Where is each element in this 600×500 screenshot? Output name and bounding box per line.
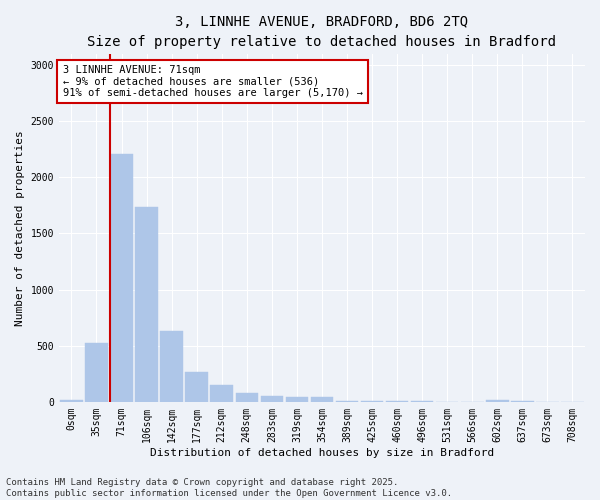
Bar — [236, 393, 258, 402]
Bar — [160, 331, 183, 402]
Bar — [85, 344, 108, 402]
Text: 3 LINNHE AVENUE: 71sqm
← 9% of detached houses are smaller (536)
91% of semi-det: 3 LINNHE AVENUE: 71sqm ← 9% of detached … — [62, 65, 362, 98]
Bar — [286, 397, 308, 402]
Bar — [211, 385, 233, 402]
Text: Contains HM Land Registry data © Crown copyright and database right 2025.
Contai: Contains HM Land Registry data © Crown c… — [6, 478, 452, 498]
Bar — [60, 400, 83, 402]
X-axis label: Distribution of detached houses by size in Bradford: Distribution of detached houses by size … — [150, 448, 494, 458]
Bar — [260, 396, 283, 402]
Bar — [110, 154, 133, 402]
Title: 3, LINNHE AVENUE, BRADFORD, BD6 2TQ
Size of property relative to detached houses: 3, LINNHE AVENUE, BRADFORD, BD6 2TQ Size… — [88, 15, 556, 48]
Y-axis label: Number of detached properties: Number of detached properties — [15, 130, 25, 326]
Bar — [486, 400, 509, 402]
Bar — [311, 398, 333, 402]
Bar — [185, 372, 208, 402]
Bar — [136, 206, 158, 402]
